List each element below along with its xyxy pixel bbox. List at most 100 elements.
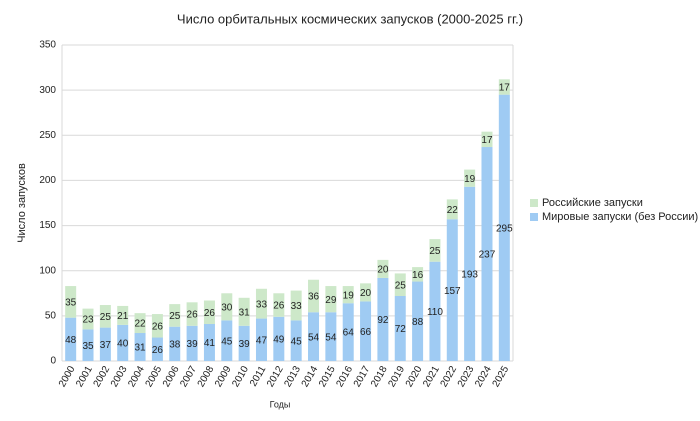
data-label: 31 — [239, 307, 251, 318]
bar-segment — [412, 281, 424, 361]
bar-segment — [308, 279, 320, 313]
chart-title: Число орбитальных космических запусков (… — [177, 11, 523, 26]
data-label: 64 — [343, 328, 355, 339]
data-label: 54 — [325, 332, 337, 343]
data-label: 21 — [117, 311, 129, 322]
bar-segment — [186, 302, 198, 326]
x-tick-label: 2007 — [178, 364, 199, 389]
bar-segment — [394, 295, 406, 361]
legend-swatch — [530, 199, 538, 207]
bar-segment — [238, 325, 250, 361]
data-label: 39 — [187, 339, 199, 350]
x-tick-label: 2013 — [282, 364, 303, 389]
data-label: 23 — [82, 315, 94, 326]
bar-segment — [99, 327, 111, 361]
bar-segment — [498, 94, 510, 362]
x-tick-label: 2000 — [57, 364, 78, 389]
bar-segment — [464, 186, 476, 361]
bar-segment — [377, 259, 389, 278]
data-label: 31 — [134, 343, 146, 354]
bar-segment — [325, 312, 337, 361]
data-label: 19 — [343, 290, 355, 301]
data-label: 29 — [325, 295, 337, 306]
bar-segment — [481, 147, 493, 361]
legend-swatch — [530, 213, 538, 221]
x-tick-label: 2010 — [230, 364, 251, 389]
bar-segment — [498, 79, 510, 95]
bar-segment — [169, 326, 181, 361]
x-tick-label: 2019 — [386, 364, 407, 389]
bar-segment — [117, 305, 129, 325]
x-tick-label: 2017 — [352, 364, 373, 389]
bar-segment — [151, 337, 163, 361]
bar-segment — [65, 317, 77, 361]
x-tick-label: 2024 — [473, 364, 494, 389]
data-label: 35 — [82, 341, 94, 352]
data-label: 19 — [464, 174, 476, 185]
data-label: 45 — [221, 336, 233, 347]
bar-segment — [255, 318, 267, 361]
data-label: 295 — [496, 223, 513, 234]
data-label: 49 — [273, 335, 285, 346]
bar-segment — [99, 305, 111, 328]
x-tick-label: 2022 — [439, 364, 460, 389]
x-tick-label: 2023 — [456, 364, 477, 389]
data-label: 30 — [221, 302, 233, 313]
bar-segment — [342, 303, 354, 361]
data-label: 17 — [481, 135, 493, 146]
data-label: 157 — [444, 286, 461, 297]
y-tick-label: 100 — [39, 265, 56, 276]
bar-segment — [65, 286, 77, 318]
x-tick-label: 2005 — [144, 364, 165, 389]
y-tick-label: 200 — [39, 175, 56, 186]
bar-segment — [134, 313, 146, 334]
bar-segment — [412, 267, 424, 282]
x-axis-label: Годы — [270, 399, 291, 409]
data-label: 25 — [169, 311, 181, 322]
x-tick-label: 2016 — [334, 364, 355, 389]
bar-segment — [377, 277, 389, 361]
data-label: 26 — [204, 308, 216, 319]
x-tick-label: 2020 — [404, 364, 425, 389]
bar-segment — [290, 320, 302, 361]
data-label: 47 — [256, 335, 268, 346]
bar-segment — [221, 293, 233, 321]
x-tick-label: 2012 — [265, 364, 286, 389]
data-label: 40 — [117, 339, 129, 350]
data-label: 36 — [308, 292, 320, 303]
x-tick-label: 2003 — [109, 364, 130, 389]
bar-segment — [203, 323, 215, 361]
data-label: 25 — [100, 312, 112, 323]
data-label: 41 — [204, 338, 216, 349]
bar-segment — [255, 288, 267, 319]
data-label: 22 — [134, 319, 146, 330]
data-label: 92 — [377, 315, 389, 326]
data-label: 26 — [187, 310, 199, 321]
data-label: 22 — [447, 205, 459, 216]
y-tick-label: 300 — [39, 85, 56, 96]
bar-segment — [360, 301, 372, 361]
x-tick-label: 2014 — [300, 364, 321, 389]
data-label: 66 — [360, 327, 372, 338]
data-label: 48 — [65, 335, 77, 346]
bar-segment — [446, 219, 458, 361]
bar-segment — [290, 290, 302, 321]
bar-segment — [186, 325, 198, 361]
data-label: 35 — [65, 298, 77, 309]
data-label: 26 — [152, 345, 164, 356]
bar-segment — [151, 314, 163, 338]
data-label: 17 — [499, 83, 511, 94]
bar-segment — [169, 304, 181, 327]
y-tick-label: 250 — [39, 130, 56, 141]
bar-segment — [464, 169, 476, 187]
data-label: 25 — [395, 280, 407, 291]
bar-segment — [82, 308, 94, 330]
legend-label: Российские запуски — [542, 197, 643, 209]
data-label: 16 — [412, 270, 424, 281]
data-label: 20 — [377, 265, 389, 276]
bar-segment — [134, 333, 146, 361]
x-tick-label: 2009 — [213, 364, 234, 389]
x-tick-label: 2001 — [74, 364, 95, 389]
data-label: 26 — [152, 321, 164, 332]
data-label: 37 — [100, 340, 112, 351]
